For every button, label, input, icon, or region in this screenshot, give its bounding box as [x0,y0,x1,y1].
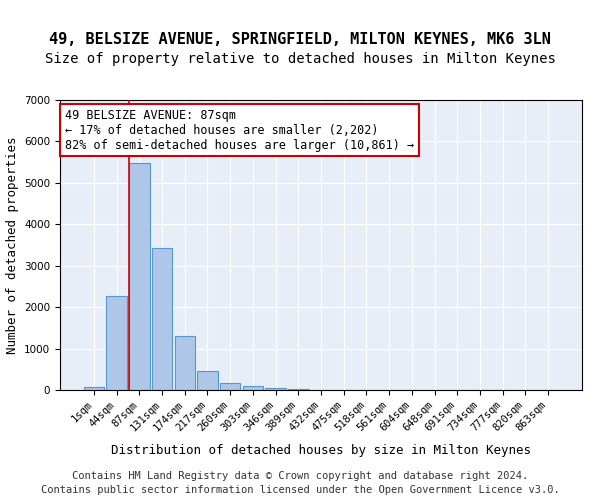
Bar [288,389,308,390]
Bar [175,336,195,390]
Bar [152,248,172,390]
Bar [197,371,218,390]
Bar [220,384,241,390]
Text: Contains HM Land Registry data © Crown copyright and database right 2024.: Contains HM Land Registry data © Crown c… [72,471,528,481]
Bar [265,388,286,390]
Bar [106,296,127,390]
X-axis label: Distribution of detached houses by size in Milton Keynes: Distribution of detached houses by size … [111,444,531,458]
Text: 49, BELSIZE AVENUE, SPRINGFIELD, MILTON KEYNES, MK6 3LN: 49, BELSIZE AVENUE, SPRINGFIELD, MILTON … [49,32,551,48]
Bar [242,386,263,390]
Text: Contains public sector information licensed under the Open Government Licence v3: Contains public sector information licen… [41,485,559,495]
Text: Size of property relative to detached houses in Milton Keynes: Size of property relative to detached ho… [44,52,556,66]
Y-axis label: Number of detached properties: Number of detached properties [5,136,19,354]
Bar [129,164,149,390]
Bar [84,386,104,390]
Text: 49 BELSIZE AVENUE: 87sqm
← 17% of detached houses are smaller (2,202)
82% of sem: 49 BELSIZE AVENUE: 87sqm ← 17% of detach… [65,108,415,152]
